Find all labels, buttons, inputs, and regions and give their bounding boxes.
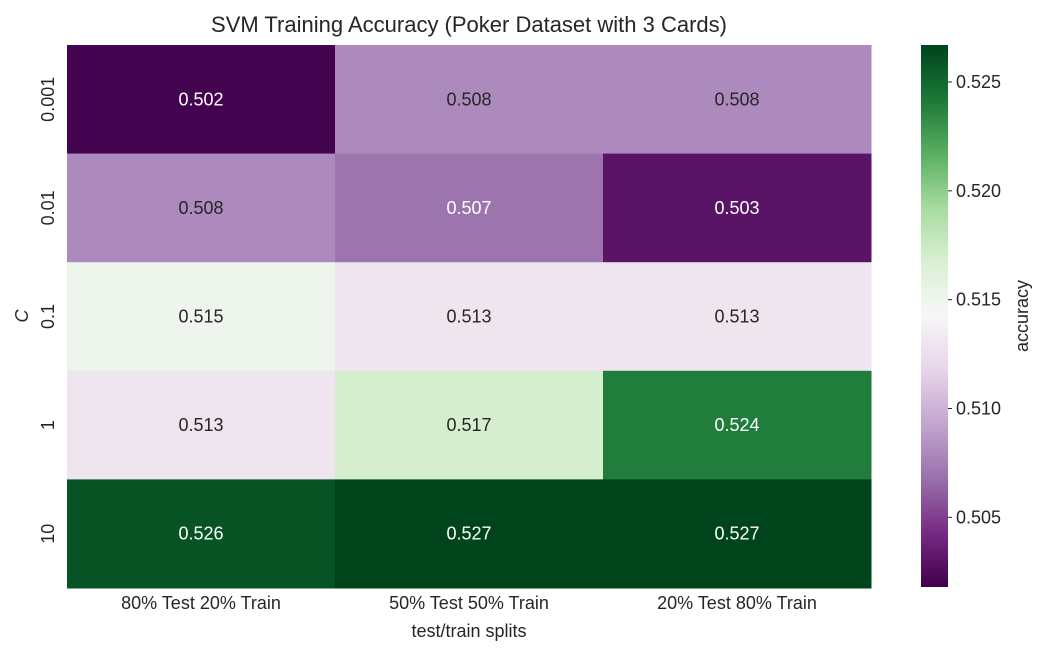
heatmap-cell [603, 370, 872, 480]
colorbar-tick-label: 0.525 [956, 72, 1001, 92]
colorbar-tick-label: 0.515 [956, 290, 1001, 310]
x-axis-label: test/train splits [411, 621, 526, 641]
heatmap-cell [335, 153, 604, 263]
colorbar-tick-label: 0.510 [956, 399, 1001, 419]
colorbar-tick-label: 0.520 [956, 181, 1001, 201]
chart-title: SVM Training Accuracy (Poker Dataset wit… [211, 12, 727, 37]
heatmap-value-label: 0.507 [446, 198, 491, 218]
heatmap-cells [67, 45, 872, 589]
x-tick-label: 80% Test 20% Train [121, 593, 281, 613]
heatmap-cell [67, 262, 336, 372]
heatmap-value-label: 0.508 [178, 198, 223, 218]
heatmap-cell [67, 370, 336, 480]
heatmap-cell [335, 479, 604, 589]
y-tick-label: 1 [38, 420, 58, 430]
y-tick-label: 10 [38, 524, 58, 544]
heatmap-value-label: 0.517 [446, 415, 491, 435]
heatmap-cell [335, 370, 604, 480]
heatmap-value-label: 0.515 [178, 307, 223, 327]
heatmap-cell [603, 153, 872, 263]
heatmap-cell [67, 153, 336, 263]
y-tick-labels: 0.001 0.01 0.1 1 10 [38, 77, 58, 544]
heatmap-value-label: 0.508 [714, 89, 759, 109]
heatmap-cell [335, 262, 604, 372]
heatmap-value-label: 0.513 [446, 307, 491, 327]
y-tick-label: 0.1 [38, 304, 58, 329]
heatmap-value-label: 0.513 [714, 307, 759, 327]
heatmap-value-label: 0.503 [714, 198, 759, 218]
colorbar-tick-labels: 0.505 0.510 0.515 0.520 0.525 [948, 72, 1001, 527]
colorbar [921, 45, 948, 587]
x-tick-labels: 80% Test 20% Train 50% Test 50% Train 20% … [121, 593, 817, 613]
heatmap-value-label: 0.524 [714, 415, 759, 435]
heatmap-cell [603, 479, 872, 589]
y-tick-label: 0.01 [38, 190, 58, 225]
heatmap-value-label: 0.527 [446, 524, 491, 544]
colorbar-label: accuracy [1012, 280, 1032, 352]
heatmap-value-label: 0.527 [714, 524, 759, 544]
heatmap-value-label: 0.513 [178, 415, 223, 435]
heatmap-cell [67, 45, 336, 155]
heatmap-value-label: 0.502 [178, 89, 223, 109]
x-tick-label: 20% Test 80% Train [657, 593, 817, 613]
heatmap-value-labels: 0.502 0.508 0.508 0.508 0.507 0.503 0.515 0.513… [178, 89, 759, 543]
heatmap-value-label: 0.526 [178, 524, 223, 544]
x-tick-label: 50% Test 50% Train [389, 593, 549, 613]
heatmap-value-label: 0.508 [446, 89, 491, 109]
heatmap-cell [603, 45, 872, 155]
heatmap-cell [335, 45, 604, 155]
heatmap-cell [67, 479, 336, 589]
y-axis-label: C [12, 309, 32, 323]
y-tick-label: 0.001 [38, 77, 58, 122]
colorbar-tick-label: 0.505 [956, 507, 1001, 527]
heatmap-cell [603, 262, 872, 372]
